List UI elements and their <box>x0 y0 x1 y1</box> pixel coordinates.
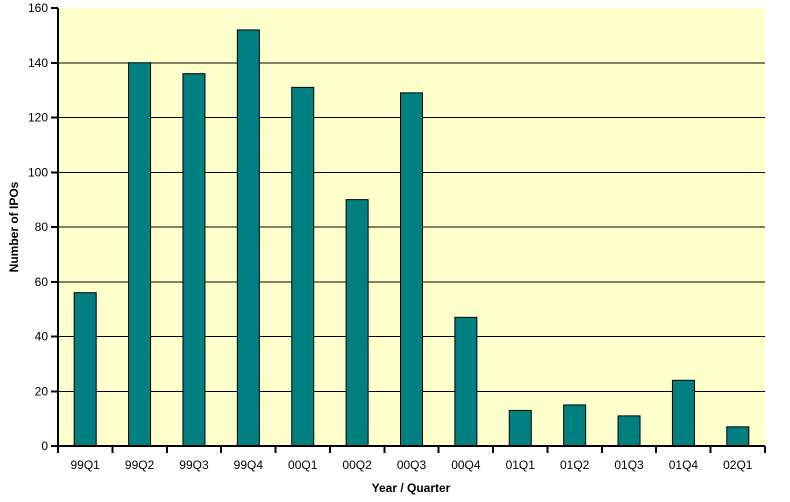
bar-00Q1 <box>291 86 315 447</box>
bar-99Q4 <box>236 29 260 447</box>
bar-00Q4 <box>454 316 478 447</box>
y-tick-label: 100 <box>28 165 48 179</box>
bar-01Q2 <box>563 404 587 447</box>
x-tick-label: 99Q1 <box>71 458 101 472</box>
x-tick-label: 00Q4 <box>451 458 481 472</box>
y-tick-label: 0 <box>41 439 48 453</box>
x-tick-label: 00Q2 <box>342 458 372 472</box>
y-tick-label: 60 <box>35 275 49 289</box>
x-tick-label: 99Q4 <box>234 458 264 472</box>
x-axis-title: Year / Quarter <box>371 481 451 495</box>
y-tick-label: 140 <box>28 56 48 70</box>
x-tick-label: 01Q1 <box>506 458 536 472</box>
bar-00Q3 <box>400 92 423 447</box>
bar-02Q1 <box>726 426 750 447</box>
y-tick-label: 160 <box>28 1 48 15</box>
y-axis-title: Number of IPOs <box>7 181 21 273</box>
bar-99Q1 <box>73 292 97 447</box>
bar-99Q2 <box>128 62 152 447</box>
bar-01Q1 <box>508 409 532 447</box>
bar-00Q2 <box>345 199 369 447</box>
y-tick-label: 80 <box>35 220 49 234</box>
x-tick-label: 01Q4 <box>669 458 699 472</box>
x-tick-label: 00Q1 <box>288 458 318 472</box>
x-tick-label: 99Q2 <box>125 458 155 472</box>
bar-01Q4 <box>671 379 695 447</box>
bar-01Q3 <box>617 415 641 447</box>
x-tick-label: 00Q3 <box>397 458 427 472</box>
y-tick-label: 40 <box>35 330 49 344</box>
bar-99Q3 <box>182 73 206 447</box>
x-tick-label: 02Q1 <box>723 458 753 472</box>
x-tick-label: 99Q3 <box>179 458 209 472</box>
y-tick-label: 20 <box>35 384 49 398</box>
x-tick-label: 01Q2 <box>560 458 590 472</box>
y-tick-label: 120 <box>28 111 48 125</box>
x-tick-label: 01Q3 <box>614 458 644 472</box>
